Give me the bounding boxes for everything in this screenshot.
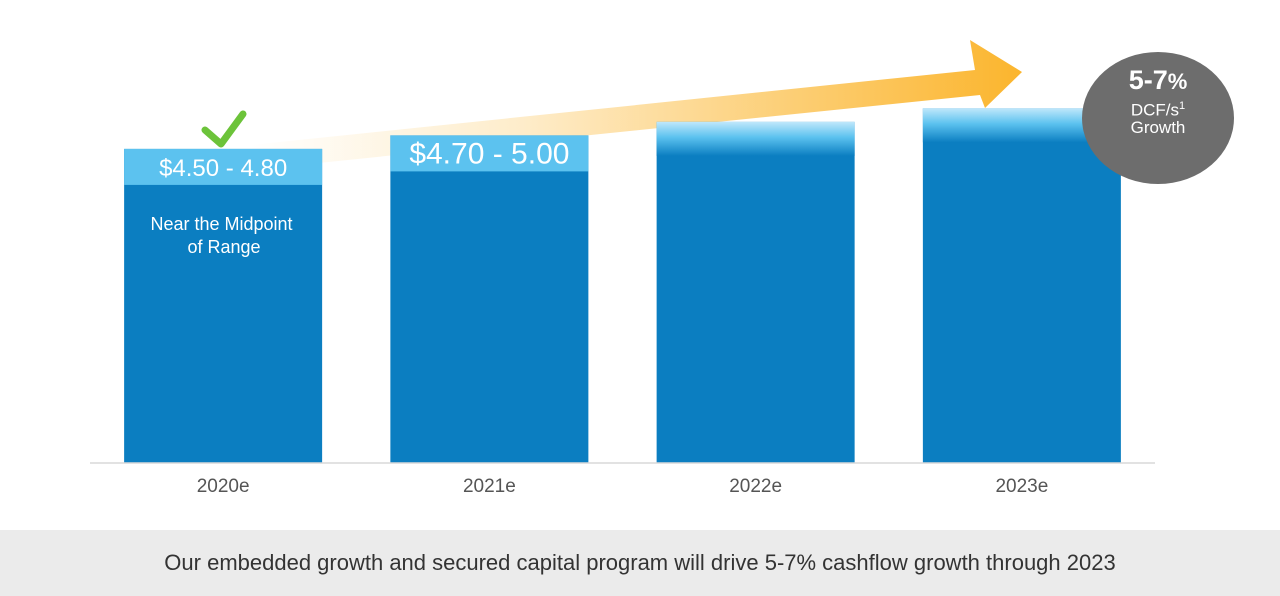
bar-label-box-2020e xyxy=(124,148,323,185)
badge-value: 5-7 xyxy=(1128,65,1168,95)
growth-arrow xyxy=(250,40,1022,170)
tick-label-2022e: 2022e xyxy=(729,476,782,497)
tick-label-2021e: 2021e xyxy=(463,476,516,497)
badge-metric: DCF/s xyxy=(1130,100,1180,120)
bars-group xyxy=(124,108,1121,464)
note-2020-line1: Near the Midpoint xyxy=(150,214,292,234)
footer-banner: Our embedded growth and secured capital … xyxy=(0,530,1280,596)
badge-footnote: 1 xyxy=(1179,100,1186,112)
note-2020-line2: of Range xyxy=(187,237,260,257)
bar-2023e xyxy=(922,108,1121,464)
footer-text: Our embedded growth and secured capital … xyxy=(164,550,1116,575)
bar-top-fade-2022e xyxy=(656,121,855,156)
bar-value-label-2020e: $4.50 - 4.80 xyxy=(159,155,287,182)
svg-text:Near the Midpoint of Range: Near the Midpoint of Range xyxy=(150,214,297,257)
bar-2020e xyxy=(124,148,323,464)
bar-label-box-2021e xyxy=(390,135,589,172)
tick-label-2023e: 2023e xyxy=(995,476,1048,497)
tick-label-2020e: 2020e xyxy=(197,476,250,497)
dcf-chart: 2020e 2021e 2022e 2023e $4.50 - 4.80 $4.70 -… xyxy=(90,40,1155,497)
growth-badge: 5-7% DCF/s1 Growth xyxy=(1082,52,1234,184)
badge-unit: % xyxy=(1167,69,1188,94)
badge-label: Growth xyxy=(1130,117,1186,137)
bar-value-label-2021e: $4.70 - 5.00 xyxy=(409,137,569,170)
bar-value-labels: $4.50 - 4.80 $4.70 - 5.00 xyxy=(159,137,569,182)
bar-2021e xyxy=(390,135,589,463)
bar-2022e xyxy=(656,121,855,464)
tick-labels: 2020e 2021e 2022e 2023e xyxy=(197,476,1049,497)
checkmark-icon xyxy=(201,110,247,148)
